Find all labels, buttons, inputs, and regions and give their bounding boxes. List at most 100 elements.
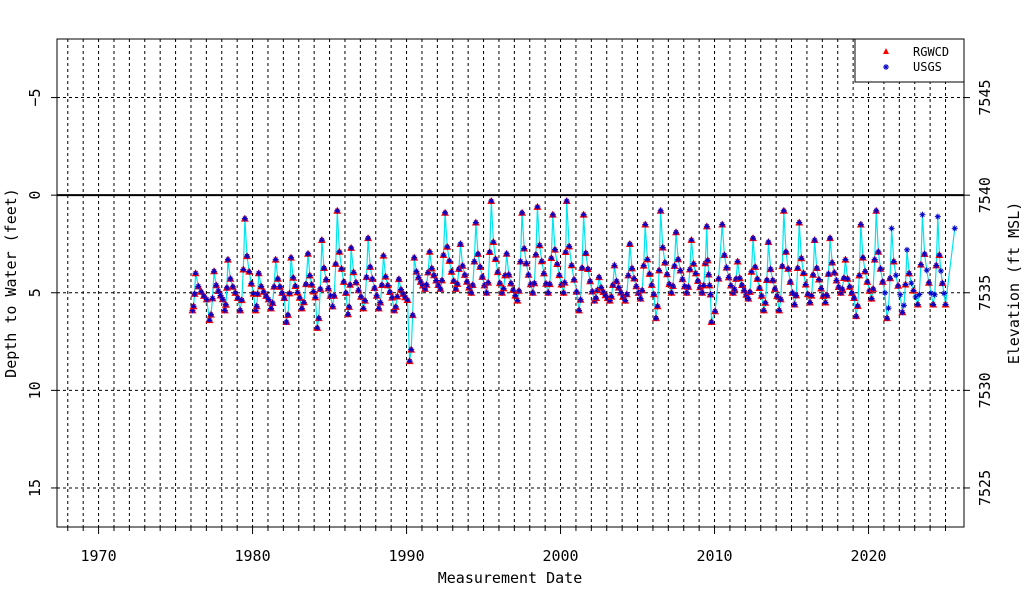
usgs-point: [290, 274, 297, 281]
usgs-point: [704, 257, 711, 264]
usgs-point: [870, 285, 877, 292]
usgs-point: [808, 292, 815, 299]
usgs-point: [221, 307, 228, 314]
usgs-point: [659, 244, 666, 251]
usgs-point: [229, 283, 236, 290]
usgs-point: [707, 291, 714, 298]
usgs-point: [767, 266, 774, 273]
usgs-point: [545, 289, 552, 296]
y2-axis-ticks: 7545 7540 7535 7530 7525: [964, 79, 994, 506]
usgs-point: [637, 295, 644, 302]
usgs-point: [292, 283, 299, 290]
usgs-point: [286, 290, 293, 297]
usgs-point: [887, 275, 894, 282]
usgs-point: [327, 292, 334, 299]
usgs-point: [885, 305, 892, 312]
usgs-point: [258, 283, 265, 290]
usgs-point: [284, 311, 291, 318]
usgs-point: [192, 270, 199, 277]
usgs-point: [469, 281, 476, 288]
usgs-point: [346, 303, 353, 310]
usgs-point: [213, 282, 220, 289]
usgs-point: [851, 294, 858, 301]
usgs-point: [653, 315, 660, 322]
usgs-point: [298, 305, 305, 312]
usgs-point: [705, 271, 712, 278]
plot-frame: [56, 38, 965, 528]
usgs-point: [342, 289, 349, 296]
usgs-point: [762, 299, 769, 306]
usgs-point: [294, 289, 301, 296]
usgs-point: [712, 308, 719, 315]
usgs-point: [336, 248, 343, 255]
usgs-point: [546, 281, 553, 288]
y-tick-label: 10: [26, 381, 44, 399]
usgs-point: [461, 271, 468, 278]
usgs-point: [856, 272, 863, 279]
usgs-point: [815, 276, 822, 283]
usgs-point: [910, 287, 917, 294]
y2-tick-label: 7545: [976, 79, 994, 115]
legend-usgs-marker: [883, 64, 889, 70]
usgs-point: [592, 294, 599, 301]
usgs-point: [706, 282, 713, 289]
usgs-point: [584, 266, 591, 273]
usgs-point: [384, 282, 391, 289]
usgs-point: [813, 264, 820, 271]
usgs-point: [625, 272, 632, 279]
usgs-point: [694, 277, 701, 284]
usgs-point: [519, 209, 526, 216]
usgs-point: [703, 223, 710, 230]
usgs-point: [222, 301, 229, 308]
usgs-point: [736, 275, 743, 282]
usgs-point: [661, 259, 668, 266]
usgs-point: [411, 254, 418, 261]
usgs-point: [268, 305, 275, 312]
usgs-point: [538, 258, 545, 265]
usgs-point: [353, 279, 360, 286]
usgs-point: [727, 282, 734, 289]
usgs-point: [942, 301, 949, 308]
usgs-point: [648, 281, 655, 288]
usgs-point: [191, 290, 198, 297]
usgs-point: [589, 288, 596, 295]
y2-tick-label: 7525: [976, 470, 994, 506]
usgs-point: [725, 274, 732, 281]
usgs-point: [888, 225, 895, 232]
usgs-point: [763, 276, 770, 283]
usgs-point: [650, 291, 657, 298]
usgs-point: [345, 311, 352, 318]
usgs-point: [577, 296, 584, 303]
usgs-point: [361, 297, 368, 304]
legend-box: [854, 38, 965, 83]
usgs-point: [859, 254, 866, 261]
usgs-point: [690, 260, 697, 267]
usgs-point: [500, 285, 507, 292]
usgs-point: [708, 319, 715, 326]
usgs-point: [540, 270, 547, 277]
usgs-point: [440, 252, 447, 259]
usgs-point: [906, 270, 913, 277]
usgs-point: [686, 266, 693, 273]
y-tick-label: 5: [26, 288, 44, 297]
usgs-point: [442, 209, 449, 216]
x-tick-label: 1970: [81, 547, 117, 565]
usgs-point: [748, 268, 755, 275]
usgs-point: [279, 289, 286, 296]
usgs-point: [209, 295, 216, 302]
usgs-point: [573, 288, 580, 295]
usgs-point: [779, 263, 786, 270]
x-tick-label: 2010: [696, 547, 732, 565]
usgs-point: [683, 289, 690, 296]
usgs-point: [510, 287, 517, 294]
usgs-point: [485, 279, 492, 286]
usgs-point: [318, 237, 325, 244]
usgs-point: [669, 283, 676, 290]
usgs-point: [925, 279, 932, 286]
usgs-point: [877, 265, 884, 272]
usgs-point: [415, 274, 422, 281]
usgs-point: [334, 207, 341, 214]
usgs-point: [833, 277, 840, 284]
usgs-point: [237, 307, 244, 314]
